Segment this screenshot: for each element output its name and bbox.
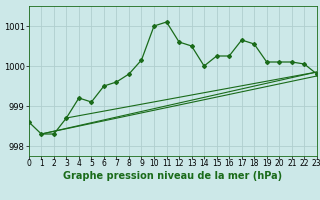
- X-axis label: Graphe pression niveau de la mer (hPa): Graphe pression niveau de la mer (hPa): [63, 171, 282, 181]
